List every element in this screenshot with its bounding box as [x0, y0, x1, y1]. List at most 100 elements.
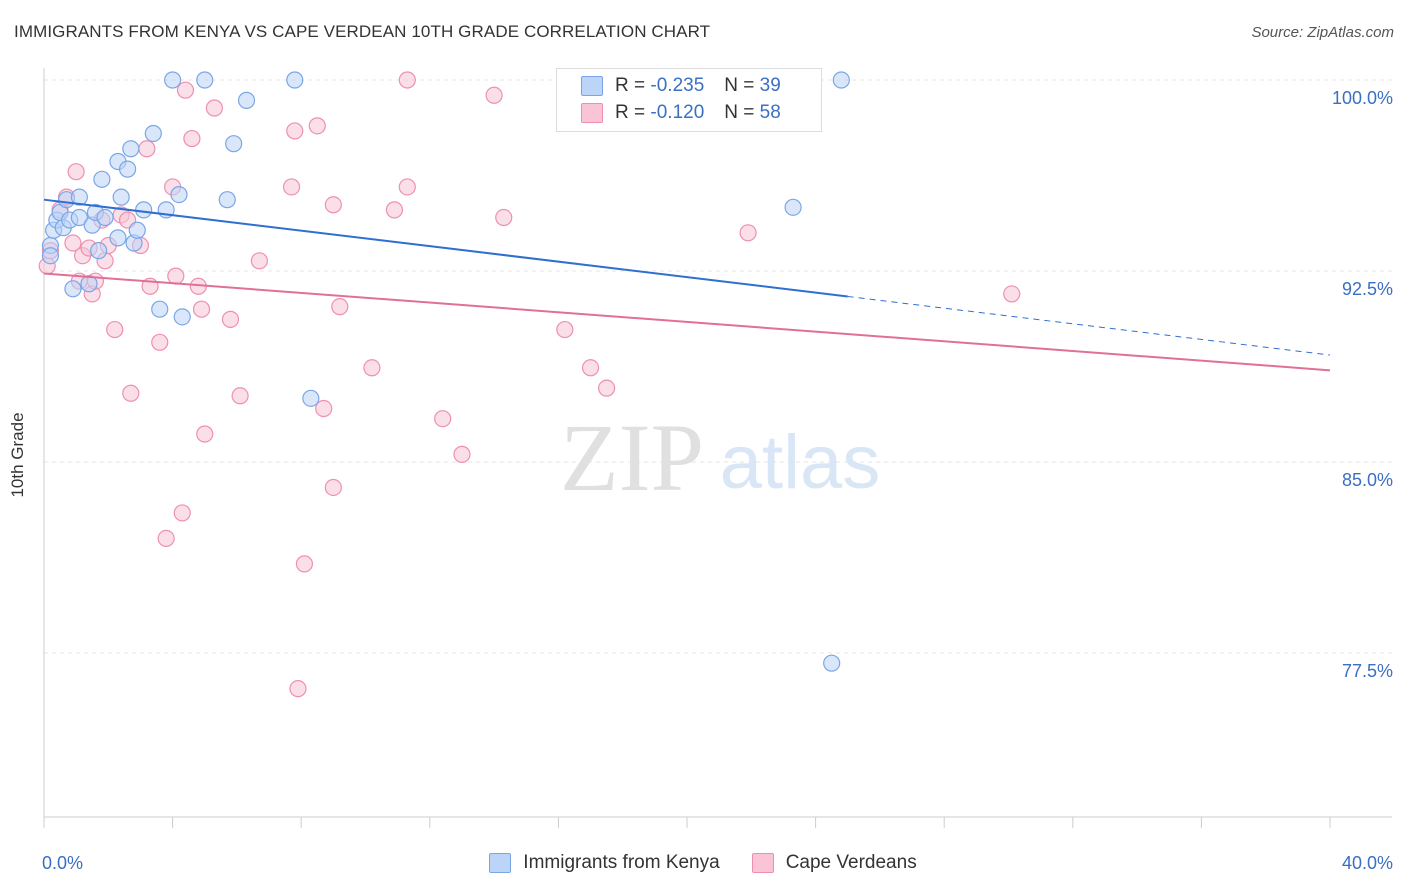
kenya-point [112, 188, 130, 206]
cape-point [739, 224, 757, 242]
cape-point [598, 379, 616, 397]
kenya-point [218, 191, 236, 209]
legend-row-kenya: R = -0.235 N = 39 [581, 73, 781, 99]
cape-point [176, 81, 195, 99]
cape-point [453, 445, 471, 463]
cape-point [67, 163, 85, 181]
watermark-zip: ZIP [560, 404, 704, 511]
kenya-point [225, 135, 243, 153]
kenya-point [151, 300, 169, 318]
kenya-point [135, 201, 153, 219]
stats-legend: R = -0.235 N = 39 R = -0.120 N = 58 [556, 68, 822, 132]
kenya-point [70, 208, 88, 227]
kenya-point [302, 389, 320, 407]
kenya-point [128, 221, 146, 239]
series-legend: Immigrants from Kenya Cape Verdeans [0, 852, 1406, 874]
cape-point [295, 555, 314, 573]
legend-r-value: -0.120 [650, 102, 705, 123]
y-tick-labels: 100.0% 92.5% 85.0% 77.5% [1332, 88, 1393, 681]
x-tick-label: 0.0% [42, 853, 83, 873]
cape-point [106, 320, 124, 339]
legend-swatch-cape [751, 853, 774, 873]
x-tick-label: 40.0% [1342, 853, 1393, 873]
cape-point [231, 387, 249, 405]
data-points [38, 71, 1021, 698]
legend-row-cape: R = -0.120 N = 58 [581, 100, 781, 126]
legend-n-value: 39 [759, 75, 781, 96]
kenya-point [784, 198, 802, 216]
cape-point [196, 425, 214, 443]
legend-n-value: 58 [759, 102, 781, 123]
cape-point [138, 140, 156, 158]
cape-point [192, 300, 211, 318]
cape-point [324, 478, 342, 497]
grid-lines [44, 79, 1392, 654]
legend-swatch-kenya [489, 853, 512, 873]
cape-point [221, 310, 240, 328]
cape-point [434, 410, 452, 428]
trend-lines [43, 198, 1331, 372]
kenya-point [164, 71, 182, 89]
cape-point [398, 178, 416, 196]
legend-r-label: R = [615, 75, 646, 96]
kenya-point [286, 71, 304, 89]
y-tick-label: 85.0% [1342, 470, 1393, 490]
cape-point [331, 298, 349, 316]
kenya-point [144, 124, 162, 143]
kenya-point [832, 71, 850, 89]
cape-point [205, 99, 223, 117]
cape-point [250, 252, 269, 270]
cape-point [1003, 285, 1021, 303]
kenya-trend-line [43, 198, 848, 298]
cape-point [282, 178, 301, 196]
kenya-point [170, 186, 188, 204]
cape-point [581, 359, 600, 377]
cape-point [151, 333, 169, 351]
legend-label-kenya: Immigrants from Kenya [523, 852, 720, 873]
cape-point [485, 86, 503, 104]
kenya-point [93, 170, 111, 188]
kenya-point [41, 247, 60, 265]
kenya-point [823, 654, 841, 672]
cape-point [363, 359, 381, 377]
cape-point [173, 504, 191, 522]
kenya-point [196, 71, 214, 89]
kenya-point [80, 275, 98, 293]
cape-point [167, 267, 185, 285]
kenya-point [96, 208, 114, 227]
source-credit: Source: ZipAtlas.com [1251, 24, 1394, 41]
legend-n-label: N = [724, 102, 755, 123]
kenya-point [173, 308, 191, 326]
chart-title: IMMIGRANTS FROM KENYA VS CAPE VERDEAN 10… [14, 22, 711, 41]
legend-swatch-kenya [581, 76, 603, 96]
cape-point [398, 71, 416, 89]
x-tick-labels: 0.0% 40.0% [42, 853, 1393, 873]
y-axis-label: 10th Grade [8, 412, 27, 498]
kenya-point [64, 280, 82, 298]
legend-label-cape: Cape Verdeans [785, 852, 917, 873]
cape-point [289, 680, 307, 698]
kenya-trend-extension [847, 295, 1331, 356]
cape-point [64, 234, 82, 252]
cape-point [324, 196, 342, 214]
kenya-point [122, 140, 140, 158]
cape-point [495, 208, 513, 227]
kenya-point [237, 91, 256, 109]
legend-item-kenya: Immigrants from Kenya [489, 852, 720, 874]
legend-n-label: N = [724, 75, 755, 96]
cape-point [385, 201, 404, 219]
legend-r-label: R = [615, 102, 646, 123]
y-tick-label: 77.5% [1342, 661, 1393, 681]
cape-point [315, 399, 333, 418]
kenya-point [109, 229, 127, 247]
y-tick-label: 92.5% [1342, 279, 1393, 299]
watermark: ZIP atlas [560, 404, 880, 511]
cape-point [286, 122, 304, 140]
cape-point [556, 320, 574, 339]
kenya-point [90, 242, 108, 260]
cape-point [308, 117, 326, 135]
legend-r-value: -0.235 [650, 75, 705, 96]
cape-trend-line [43, 272, 1331, 372]
legend-swatch-cape [581, 103, 603, 123]
